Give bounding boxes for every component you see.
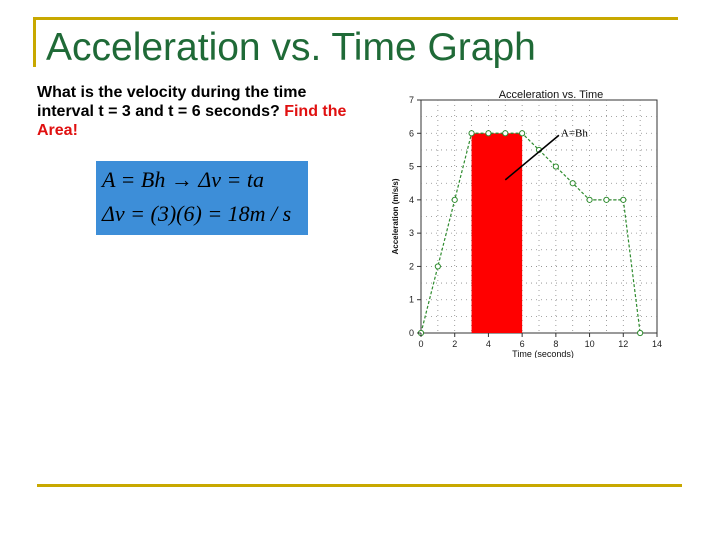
y-tick-label: 4 [409, 195, 414, 205]
data-point [603, 196, 610, 203]
formula-line-1: A = Bh → Δv = ta [102, 167, 264, 192]
acceleration-chart: 0 2 4 6 8 10 12 14 0 1 2 3 4 5 6 7 Acceleration vs. Time… [385, 88, 670, 359]
question-text: What is the velocity during the time int… [37, 83, 362, 140]
question-highlight: Find the Area! [37, 103, 347, 139]
question-body: What is the velocity during the time int… [37, 84, 307, 120]
data-point [637, 329, 644, 337]
left-rule [33, 17, 36, 67]
data-point [468, 130, 475, 137]
top-rule [33, 17, 678, 20]
y-tick-label: 3 [409, 228, 414, 238]
data-point [552, 163, 559, 170]
x-tick-label: 10 [585, 339, 595, 349]
bottom-rule [37, 484, 682, 487]
data-point [569, 180, 576, 187]
x-tick-label: 8 [553, 339, 558, 349]
data-point [485, 130, 492, 137]
x-tick-label: 4 [486, 339, 491, 349]
formula-box: A = Bh → Δv = ta Δv = (3)(6) = 18m / s [96, 161, 308, 235]
formula-line-2: Δv = (3)(6) = 18m / s [102, 201, 292, 226]
slide-title: Acceleration vs. Time Graph [46, 26, 536, 69]
y-tick-label: 2 [409, 261, 414, 271]
x-axis-label: Time (seconds) [512, 349, 574, 358]
x-tick-label: 6 [520, 339, 525, 349]
data-point [451, 196, 458, 203]
y-tick-label: 1 [409, 295, 414, 305]
y-tick-label: 5 [409, 162, 414, 172]
data-point [519, 130, 526, 137]
y-tick-label: 0 [409, 328, 414, 338]
x-tick-label: 0 [418, 339, 423, 349]
x-tick-label: 2 [452, 339, 457, 349]
chart-title: Acceleration vs. Time [499, 89, 604, 101]
data-point [620, 196, 627, 203]
shaded-area-bar [471, 133, 523, 333]
data-point [434, 263, 441, 270]
y-tick-label: 6 [409, 128, 414, 138]
x-tick-label: 14 [652, 339, 662, 349]
plot-frame [420, 99, 658, 334]
annotation-arrow [504, 134, 560, 181]
data-point [502, 130, 509, 137]
x-tick-label: 12 [618, 339, 628, 349]
data-point [586, 196, 593, 203]
y-axis-label: Acceleration (m/s/s) [391, 178, 400, 254]
y-tick-label: 7 [409, 95, 414, 105]
annotation-label: A=Bh [561, 127, 588, 139]
